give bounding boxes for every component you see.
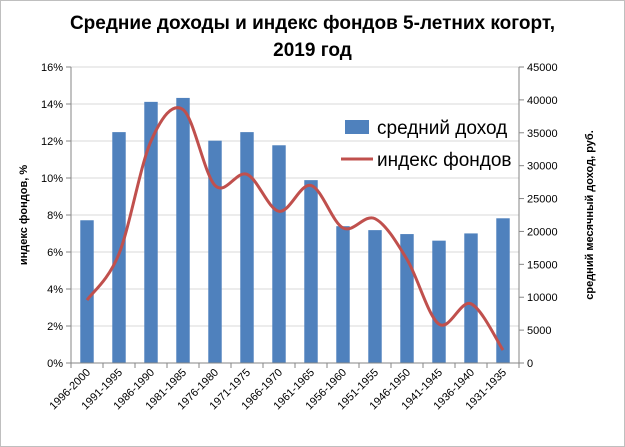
bar (272, 145, 286, 363)
bar (464, 233, 478, 363)
left-axis-label: индекс фондов, % (18, 165, 30, 265)
right-tick-label: 40000 (527, 95, 558, 107)
fund-index-line (85, 106, 505, 351)
right-tick-label: 10000 (527, 292, 558, 304)
legend: средний доход индекс фондов (341, 118, 512, 171)
bar (176, 97, 190, 363)
right-axis-label: средний месячный доход, руб. (584, 130, 596, 300)
chart-title-line2: 2019 год (273, 40, 352, 61)
bar (144, 101, 158, 364)
legend-label-line: индекс фондов (377, 150, 512, 171)
bar (112, 132, 126, 363)
left-tick-label: 6% (47, 247, 63, 259)
bar (368, 230, 382, 363)
bar (496, 218, 510, 363)
left-tick-label: 8% (47, 210, 63, 222)
chart-title-line1: Средние доходы и индекс фондов 5-летних … (69, 13, 556, 34)
chart-title: Средние доходы и индекс фондов 5-летних … (0, 10, 625, 64)
right-tick-label: 30000 (527, 161, 558, 173)
left-tick-label: 2% (47, 321, 63, 333)
bar (240, 132, 254, 363)
left-tick-label: 0% (47, 358, 63, 370)
bar (336, 226, 350, 363)
legend-swatch-bar (345, 120, 369, 134)
right-tick-label: 5000 (527, 325, 551, 337)
right-tick-label: 0 (527, 358, 533, 370)
right-tick-label: 15000 (527, 259, 558, 271)
bar (432, 240, 446, 363)
bar-series (80, 97, 510, 364)
line-series (85, 106, 505, 351)
left-tick-label: 14% (41, 99, 63, 111)
right-tick-label: 20000 (527, 226, 558, 238)
left-tick-label: 4% (47, 284, 63, 296)
left-tick-label: 16% (41, 62, 63, 74)
bar (304, 180, 318, 363)
bar (80, 220, 94, 363)
right-tick-label: 45000 (527, 62, 558, 74)
left-tick-label: 10% (41, 173, 63, 185)
bar (208, 140, 222, 363)
legend-label-bar: средний доход (377, 118, 507, 139)
right-tick-label: 35000 (527, 128, 558, 140)
right-tick-label: 25000 (527, 194, 558, 206)
left-tick-label: 12% (41, 136, 63, 148)
